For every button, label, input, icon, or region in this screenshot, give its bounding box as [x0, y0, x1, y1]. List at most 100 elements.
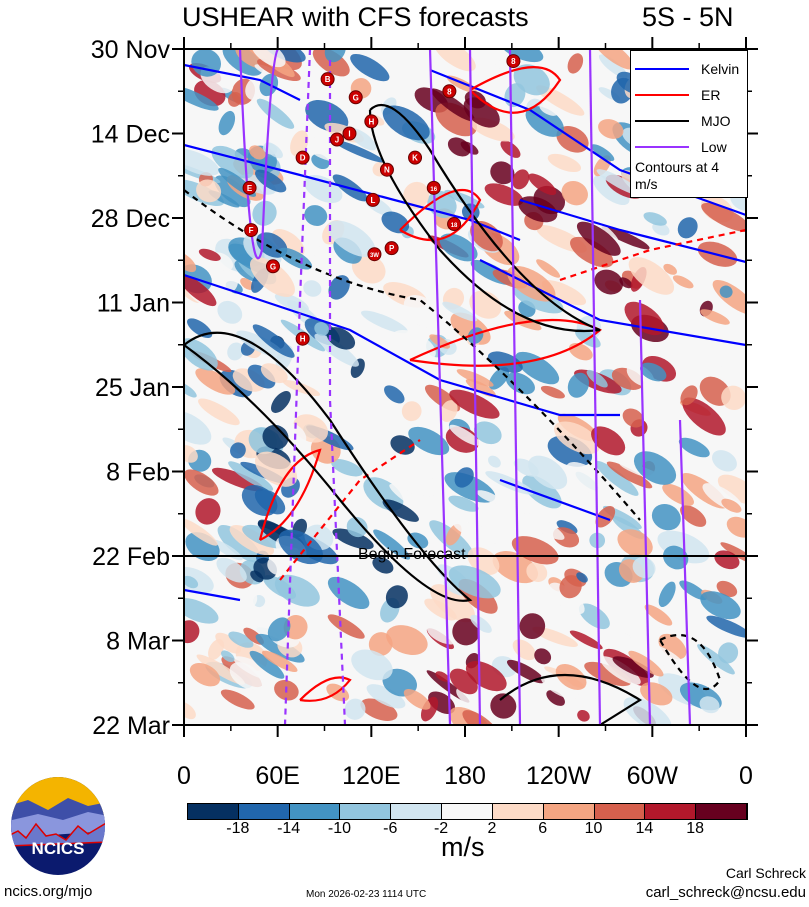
- field-cell: [547, 153, 582, 173]
- storm-label: N: [384, 166, 390, 175]
- field-cell: [601, 225, 650, 250]
- field-cell: [546, 690, 565, 706]
- legend-swatch: [635, 146, 689, 148]
- legend-label: ER: [701, 87, 721, 103]
- field-cell: [490, 693, 517, 719]
- field-cell: [198, 398, 240, 426]
- field-cell: [389, 483, 427, 511]
- field-cell: [677, 217, 698, 239]
- field-cell: [195, 498, 221, 525]
- field-cell: [184, 469, 219, 496]
- field-cell: [595, 460, 639, 496]
- field-cell: [663, 545, 689, 570]
- field-cell: [521, 513, 565, 540]
- x-tick-label: 0: [177, 762, 191, 790]
- colorbar-swatch: [594, 804, 646, 819]
- field-cell: [576, 221, 621, 256]
- contour-line: [508, 49, 522, 725]
- contour-line: [238, 49, 279, 260]
- field-cell: [331, 459, 363, 477]
- storm-marker: G: [265, 259, 280, 274]
- storm-label: E: [247, 184, 253, 193]
- field-cell: [184, 85, 219, 111]
- field-cell: [640, 362, 667, 382]
- storm-label: B: [325, 75, 331, 84]
- field-cell: [250, 570, 264, 583]
- field-cell: [304, 174, 343, 204]
- field-cell: [506, 659, 545, 684]
- contour-line: [184, 143, 521, 242]
- field-cell: [195, 368, 236, 395]
- field-cell: [651, 503, 681, 531]
- field-cell: [554, 421, 600, 455]
- field-cell: [622, 408, 645, 428]
- field-cell: [267, 617, 291, 642]
- field-cell: [332, 528, 374, 550]
- author-email[interactable]: carl_schreck@ncsu.edu: [645, 884, 806, 901]
- storm-marker: G: [348, 90, 363, 105]
- legend-label: MJO: [701, 113, 731, 129]
- contour-line: [428, 49, 452, 725]
- contour-line: [468, 49, 482, 725]
- latitude-band: 5S - 5N: [642, 2, 734, 32]
- storm-marker: 3W: [367, 247, 382, 262]
- storm-label: G: [353, 93, 359, 102]
- colorbar-label: -10: [327, 820, 352, 837]
- field-cell: [600, 656, 641, 685]
- field-cell: [373, 529, 411, 560]
- field-cell: [555, 663, 587, 690]
- field-cell: [240, 590, 258, 610]
- field-cell: [593, 175, 630, 206]
- storm-marker: D: [295, 150, 310, 165]
- field-cell: [332, 139, 385, 163]
- field-cell: [282, 380, 321, 397]
- field-cell: [569, 630, 603, 650]
- y-tick-label: 8 Mar: [106, 628, 170, 656]
- field-cell: [672, 275, 694, 289]
- field-cell: [382, 499, 419, 522]
- field-cell: [448, 565, 501, 599]
- storm-label: 16: [430, 187, 437, 193]
- contour-line: [299, 676, 352, 702]
- field-cell: [191, 49, 221, 77]
- field-cell: [271, 391, 291, 413]
- storm-marker: I: [342, 126, 357, 141]
- field-cell: [454, 467, 474, 488]
- field-cell: [567, 372, 589, 398]
- storm-label: 8: [511, 57, 516, 66]
- field-cell: [606, 461, 653, 489]
- storm-marker: H: [295, 331, 310, 346]
- field-cell: [403, 689, 431, 710]
- field-cell: [230, 442, 246, 459]
- field-cell: [198, 248, 221, 262]
- colorbar-label: 18: [686, 820, 705, 837]
- field-cell: [427, 623, 459, 645]
- field-cell: [255, 169, 287, 193]
- field-cell: [576, 572, 588, 583]
- field-cell: [261, 650, 298, 673]
- field-cell: [586, 369, 608, 388]
- field-cell: [229, 525, 275, 556]
- field-cell: [290, 130, 309, 157]
- field-cell: [591, 144, 615, 162]
- storm-marker: 16: [426, 180, 441, 195]
- x-tick-label: 120W: [526, 762, 592, 790]
- field-cell: [473, 421, 502, 445]
- field-cell: [249, 145, 266, 160]
- x-tick-label: 60W: [627, 762, 679, 790]
- field-cell: [250, 257, 295, 297]
- website-link[interactable]: ncics.org/mjo: [4, 883, 93, 900]
- field-cell: [711, 450, 737, 472]
- shear-field: [184, 49, 746, 725]
- field-cell: [184, 445, 198, 463]
- field-cell: [719, 285, 733, 298]
- storm-label: P: [389, 244, 395, 253]
- contour-line: [499, 478, 611, 522]
- field-cell: [351, 649, 393, 681]
- field-cell: [526, 562, 548, 582]
- field-cell: [490, 161, 515, 185]
- field-cell: [460, 141, 479, 155]
- field-cell: [184, 410, 212, 445]
- field-cell: [214, 175, 251, 208]
- colorbar-swatch: [442, 804, 493, 819]
